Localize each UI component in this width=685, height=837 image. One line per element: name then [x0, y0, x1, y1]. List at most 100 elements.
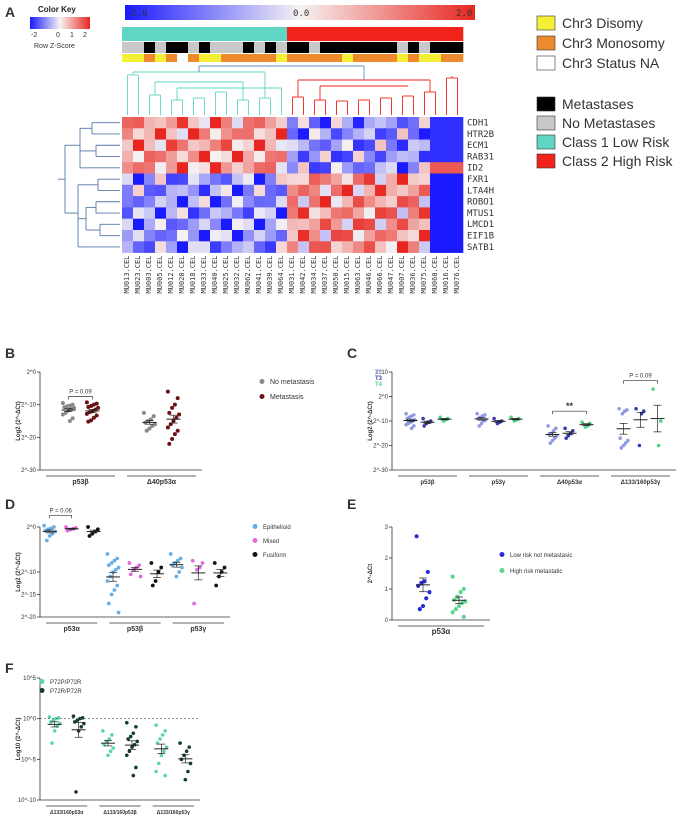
heatmap-cell: [342, 117, 354, 129]
heatmap-cell: [408, 139, 420, 152]
data-point: [147, 426, 152, 431]
heatmap-cell: [122, 207, 134, 219]
legend-label: Low risk not metastasic: [510, 553, 572, 559]
heatmap-cell: [144, 139, 156, 152]
class-bar-cell: [188, 27, 200, 41]
class-bar-cell: [122, 27, 134, 41]
heatmap-cell: [133, 184, 145, 197]
heatmap-cell: [221, 230, 233, 242]
heatmap-cell: [331, 241, 343, 253]
metastasis-bar-cell: [342, 42, 354, 53]
heatmap-cell: [419, 184, 431, 197]
class-bar-cell: [265, 27, 277, 41]
gene-label: ECM1: [467, 141, 489, 151]
data-point: [110, 733, 114, 737]
heatmap-cell: [144, 241, 156, 253]
data-point: [163, 773, 168, 778]
heatmap-cell: [408, 184, 420, 197]
data-point: [492, 416, 496, 421]
panel-label-c: C: [347, 345, 357, 361]
heatmap-cell: [287, 207, 299, 219]
p-value-label: P = 0.06: [49, 508, 72, 514]
group-label: p53β: [72, 479, 89, 486]
heatmap-cell: [309, 150, 321, 163]
heatmap-cell: [375, 128, 387, 140]
gene-label: LMCD1: [467, 220, 494, 230]
data-point: [656, 443, 661, 448]
heatmap-cell: [155, 184, 167, 197]
column-dendrogram: [127, 65, 458, 115]
heatmap-cell: [188, 196, 200, 208]
significance-stars: **: [566, 401, 574, 411]
class-bar-cell: [452, 27, 464, 41]
data-point: [128, 572, 133, 577]
heatmap-cell: [221, 150, 233, 163]
data-point: [177, 570, 182, 574]
heatmap-cell: [276, 139, 288, 152]
heatmap-cell: [166, 150, 178, 163]
chr3-bar-cell: [408, 54, 420, 62]
p-value-label: P = 0.09: [629, 374, 652, 380]
data-point: [54, 716, 58, 721]
heatmap-cell: [287, 218, 299, 231]
data-point: [107, 737, 112, 741]
heatmap-cell: [276, 196, 288, 208]
heatmap-cell: [221, 207, 233, 219]
class-bar-cell: [353, 27, 365, 41]
heatmap-cell: [320, 173, 332, 186]
heatmap-cell: [287, 139, 299, 152]
data-point: [127, 749, 132, 753]
heatmap-cell: [254, 230, 266, 242]
heatmap-cell: [353, 162, 365, 174]
data-point: [456, 603, 462, 609]
data-point: [477, 424, 482, 428]
heatmap-cell: [155, 207, 167, 219]
heatmap-cell: [364, 218, 376, 231]
chr3-bar-cell: [243, 54, 255, 62]
heatmap-cell: [408, 218, 420, 231]
heatmap-cell: [199, 173, 211, 186]
legend-label: High risk metastatic: [510, 569, 562, 575]
heatmap-cell: [331, 150, 343, 163]
heatmap-cell: [320, 207, 332, 219]
y-tick-label: 10^-5: [21, 757, 36, 763]
heatmap-cell: [408, 150, 420, 163]
heatmap-cell: [232, 128, 244, 140]
metastasis-bar-cell: [287, 42, 299, 53]
heatmap-cell: [342, 207, 354, 219]
heatmap-cell: [452, 139, 464, 152]
data-point: [421, 416, 425, 421]
heatmap-cell: [298, 117, 310, 129]
heatmap-cell: [353, 173, 365, 186]
chr3-bar-cell: [364, 54, 376, 62]
heatmap-cell: [232, 173, 244, 186]
heatmap-cell: [419, 162, 431, 174]
heatmap-cell: [232, 162, 244, 174]
data-point: [162, 749, 166, 753]
legend-class2: Class 2 High Risk: [562, 153, 673, 169]
data-point: [450, 610, 455, 615]
heatmap-cell: [276, 184, 288, 197]
metastasis-bar-cell: [419, 42, 431, 53]
data-point: [165, 425, 170, 430]
data-point: [125, 753, 129, 758]
heatmap-cell: [276, 128, 288, 140]
heatmap-cell: [408, 162, 420, 174]
sample-label: MU020.CEL: [178, 256, 186, 294]
color-key-tick: 2: [83, 32, 87, 39]
heatmap-cell: [177, 117, 189, 129]
heatmap-cell: [386, 196, 398, 208]
class-bar-cell: [166, 27, 178, 41]
heatmap-cell: [430, 218, 442, 231]
group-label: p53γ: [492, 480, 506, 486]
data-point: [405, 416, 410, 421]
heatmap-cell: [397, 128, 409, 140]
heatmap-cell: [430, 207, 442, 219]
data-point: [190, 558, 195, 563]
class-bar-cell: [342, 27, 354, 41]
heatmap-cell: [353, 218, 365, 231]
legend-swatch-metastases: [536, 96, 556, 112]
data-point: [619, 446, 624, 450]
metastasis-bar-cell: [232, 42, 244, 53]
heatmap-cell: [375, 241, 387, 253]
